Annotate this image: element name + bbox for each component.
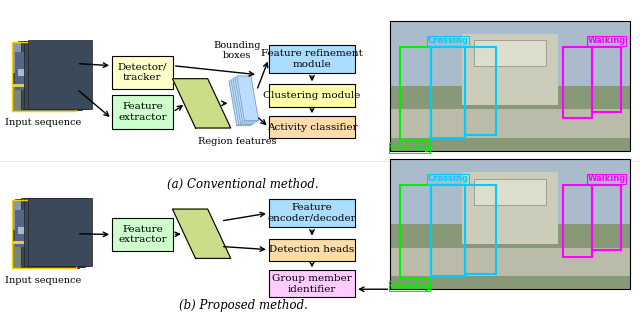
Bar [390, 159, 630, 224]
Bar [269, 238, 355, 261]
Text: Input sequence: Input sequence [5, 119, 82, 128]
Bar [18, 227, 26, 234]
Bar [390, 21, 630, 86]
Bar [112, 218, 173, 251]
Text: Crossing: Crossing [428, 36, 468, 45]
Bar [12, 200, 76, 230]
Bar [269, 199, 355, 227]
Bar [15, 210, 44, 247]
Bar [390, 159, 630, 289]
Bar [21, 41, 85, 109]
Bar [21, 198, 85, 267]
Bar [592, 185, 621, 250]
Bar [269, 270, 355, 297]
Bar [15, 42, 79, 110]
Bar [390, 109, 630, 138]
Text: Walking: Walking [588, 36, 625, 45]
Text: Feature
encoder/decoder: Feature encoder/decoder [268, 203, 356, 223]
Bar [12, 86, 76, 111]
Bar [592, 47, 621, 112]
Text: Region features: Region features [198, 137, 276, 146]
Text: Detector/
tracker: Detector/ tracker [118, 63, 167, 82]
Bar [563, 47, 592, 118]
Bar [15, 199, 79, 267]
Bar [12, 241, 76, 244]
Bar [400, 185, 431, 279]
Bar [269, 116, 355, 138]
Text: Group member
identifier: Group member identifier [272, 274, 352, 294]
Bar [28, 197, 92, 266]
Bar [28, 40, 92, 109]
Text: Crossing: Crossing [389, 281, 430, 291]
Text: Feature
extractor: Feature extractor [118, 225, 166, 244]
Bar [24, 198, 88, 266]
Bar [465, 47, 496, 135]
Bar [269, 45, 355, 73]
Bar [431, 185, 465, 276]
Bar [29, 227, 37, 234]
Polygon shape [237, 76, 259, 121]
Bar [15, 52, 44, 90]
Text: Feature refinement
module: Feature refinement module [261, 49, 363, 69]
Text: Activity classifier: Activity classifier [267, 123, 357, 132]
Bar [400, 47, 431, 141]
Text: Detection heads: Detection heads [269, 245, 355, 254]
Bar [474, 178, 547, 205]
Text: Clustering module: Clustering module [263, 91, 361, 100]
Text: Crossing: Crossing [428, 175, 468, 183]
Polygon shape [229, 81, 251, 126]
Bar [12, 244, 76, 268]
Polygon shape [172, 209, 231, 258]
Polygon shape [235, 77, 257, 122]
Polygon shape [231, 80, 253, 124]
Bar [474, 40, 547, 66]
Bar [12, 200, 76, 268]
Text: Bounding
boxes: Bounding boxes [213, 41, 260, 60]
Bar [12, 42, 76, 111]
Text: Feature
extractor: Feature extractor [118, 102, 166, 122]
Bar [462, 172, 558, 244]
Text: Walking: Walking [588, 175, 625, 183]
Bar [18, 69, 26, 76]
Bar [29, 69, 37, 76]
Bar [390, 21, 630, 151]
Text: Input sequence: Input sequence [5, 276, 82, 285]
Bar [18, 199, 82, 267]
Bar [112, 95, 173, 129]
Bar [112, 56, 173, 89]
Polygon shape [172, 79, 231, 128]
Text: Crossing: Crossing [389, 143, 430, 152]
Bar [390, 248, 630, 276]
Bar [12, 42, 76, 111]
Text: (b) Proposed method.: (b) Proposed method. [179, 299, 308, 312]
Bar [431, 47, 465, 138]
Bar [12, 200, 76, 268]
Bar [24, 41, 88, 109]
Bar [390, 224, 630, 289]
Text: (a) Conventional method.: (a) Conventional method. [168, 178, 319, 191]
Bar [12, 42, 76, 73]
Bar [269, 84, 355, 107]
Bar [12, 84, 76, 86]
Bar [462, 34, 558, 106]
Polygon shape [233, 79, 255, 123]
Bar [390, 86, 630, 151]
Bar [465, 185, 496, 274]
Bar [18, 41, 82, 110]
Bar [563, 185, 592, 257]
